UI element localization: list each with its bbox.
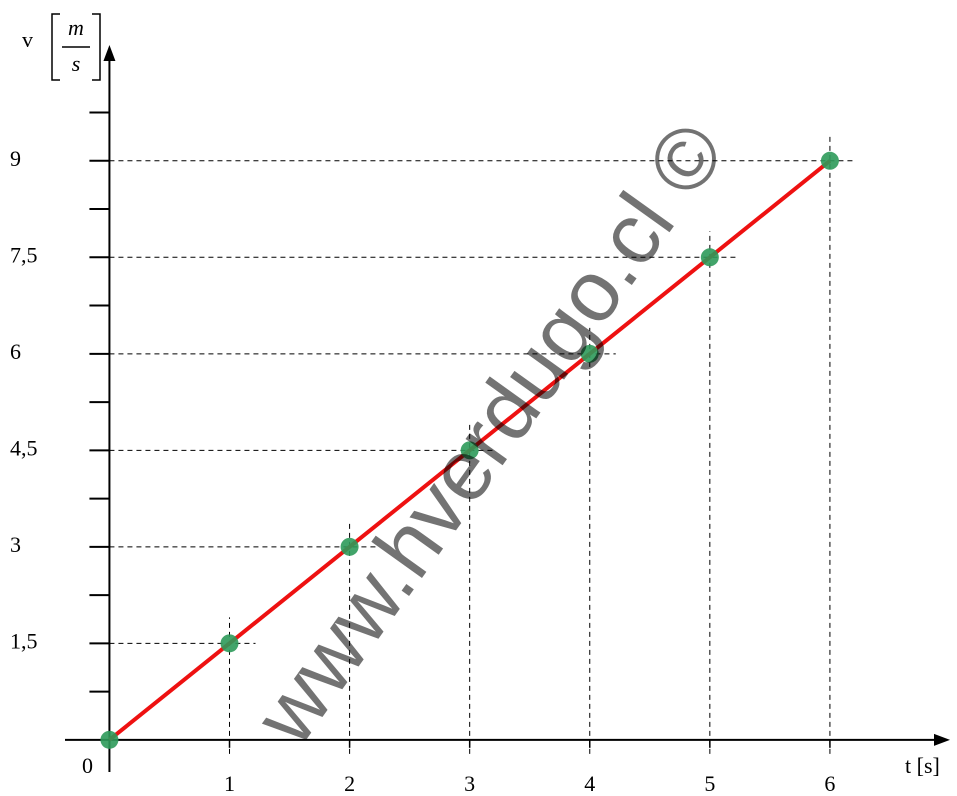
watermark: www.hverdugo.cl © (236, 106, 744, 762)
x-axis-label: t [s] (905, 753, 940, 778)
x-tick-label: 1 (224, 771, 235, 796)
data-point (220, 634, 239, 653)
x-tick-label: 5 (704, 771, 715, 796)
y-axis-label: v (22, 27, 33, 52)
x-tick-label: 3 (464, 771, 475, 796)
data-point (340, 537, 359, 556)
y-tick-label: 7,5 (10, 242, 38, 267)
y-unit-denominator: s (72, 51, 81, 76)
x-tick-label: 4 (584, 771, 595, 796)
data-point (820, 151, 839, 170)
unit-bracket (51, 13, 101, 81)
x-axis-arrow (934, 733, 950, 746)
origin-label: 0 (82, 753, 93, 778)
y-tick-label: 6 (10, 339, 21, 364)
x-tick-label: 6 (824, 771, 835, 796)
y-tick-label: 9 (10, 146, 21, 171)
y-unit-numerator: m (68, 15, 84, 40)
y-axis-arrow (103, 45, 116, 61)
x-tick-label: 2 (344, 771, 355, 796)
data-point (100, 730, 119, 749)
data-point (580, 344, 599, 363)
y-tick-label: 3 (10, 532, 21, 557)
data-point (460, 441, 479, 460)
y-tick-label: 4,5 (10, 435, 38, 460)
data-point (700, 248, 719, 267)
y-tick-label: 1,5 (10, 628, 38, 653)
